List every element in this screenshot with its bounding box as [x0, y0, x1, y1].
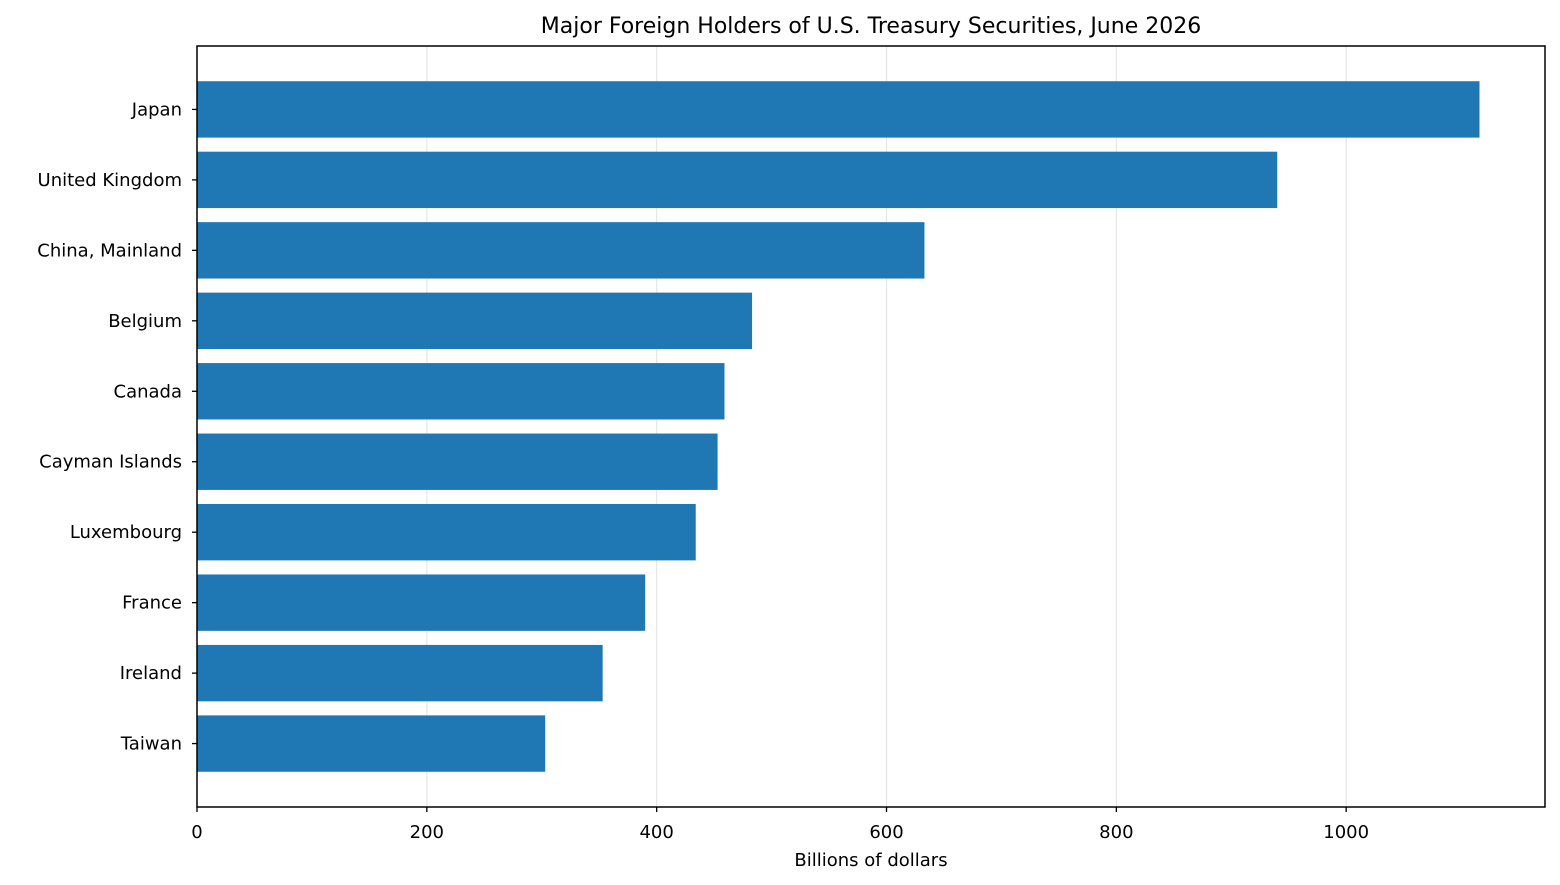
bar-luxembourg: [197, 504, 696, 561]
chart-title: Major Foreign Holders of U.S. Treasury S…: [541, 14, 1201, 39]
x-axis-label: Billions of dollars: [794, 850, 947, 871]
x-tick-label-0: 0: [191, 822, 202, 843]
y-tick-label-7: France: [122, 593, 182, 614]
y-tick-label-5: Cayman Islands: [39, 452, 182, 473]
bar-series: [197, 81, 1480, 772]
bar-belgium: [197, 292, 753, 349]
y-tick-label-6: Luxembourg: [70, 522, 182, 543]
bar-united-kingdom: [197, 151, 1278, 209]
y-tick-label-3: Belgium: [108, 311, 182, 332]
x-tick-label-5: 1000: [1323, 822, 1369, 843]
y-tick-label-4: Canada: [114, 381, 183, 402]
y-tick-label-2: China, Mainland: [37, 240, 182, 261]
x-tick-label-2: 400: [639, 822, 673, 843]
bar-china-mainland: [197, 222, 925, 279]
x-tick-label-3: 600: [869, 822, 903, 843]
y-tick-label-0: Japan: [131, 99, 182, 120]
y-tick-label-9: Taiwan: [120, 734, 182, 755]
plot-frame: [196, 45, 1546, 808]
y-tick-label-1: United Kingdom: [38, 170, 182, 191]
bar-japan: [197, 81, 1480, 138]
x-tick-label-4: 800: [1099, 822, 1133, 843]
bar-ireland: [197, 644, 603, 702]
axes: [196, 45, 1546, 808]
bar-taiwan: [197, 715, 546, 772]
bar-cayman-islands: [197, 433, 718, 490]
bar-france: [197, 574, 646, 631]
bar-canada: [197, 363, 725, 420]
tick-labels: Japan United Kingdom China, Mainland Belgiu…: [37, 99, 1369, 843]
x-tick-label-1: 200: [410, 822, 444, 843]
y-tick-label-8: Ireland: [120, 663, 182, 684]
